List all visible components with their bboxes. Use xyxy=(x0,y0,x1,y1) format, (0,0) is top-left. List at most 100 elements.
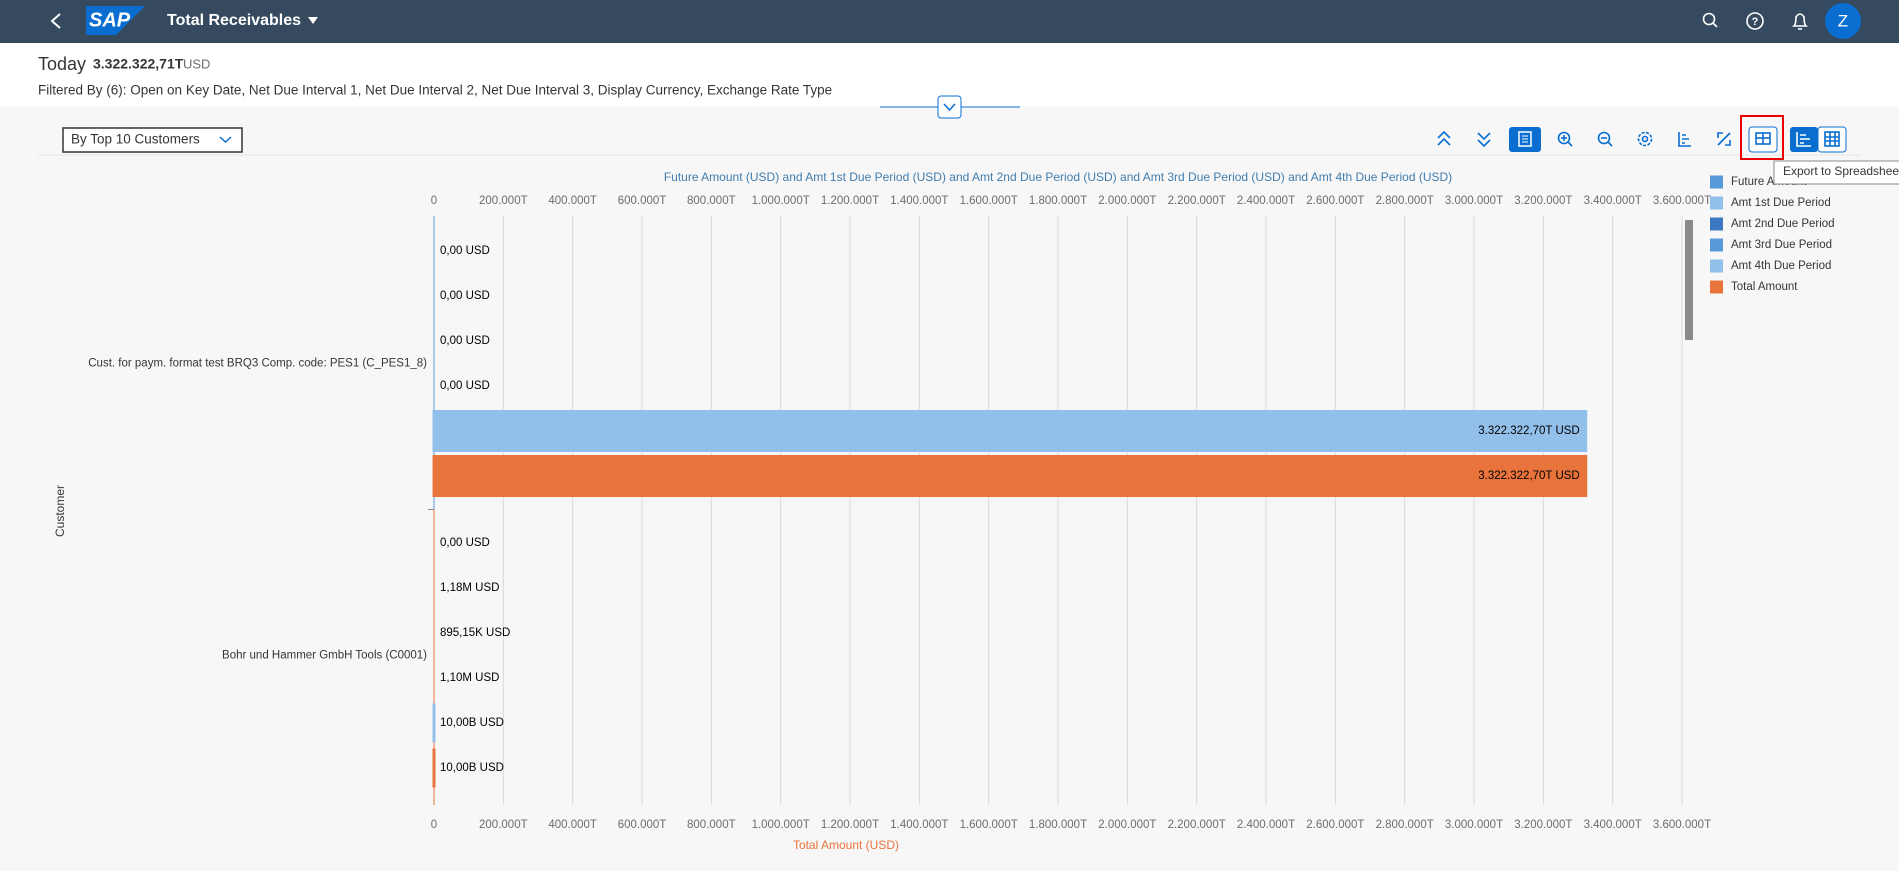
x-tick-label-top: 400.000T xyxy=(548,195,597,207)
legend-swatch xyxy=(1710,259,1723,273)
x-tick-label-bottom: 2.400.000T xyxy=(1237,819,1295,831)
details-button[interactable] xyxy=(1509,127,1541,152)
shell-bar xyxy=(0,0,1899,43)
data-label: 0,00 USD xyxy=(440,290,490,302)
x-tick-label-top: 1.000.000T xyxy=(752,195,810,207)
x-tick-label-bottom: 3.400.000T xyxy=(1584,819,1642,831)
x-tick-label-bottom: 2.200.000T xyxy=(1168,819,1226,831)
data-label: 10,00B USD xyxy=(440,762,504,774)
x-tick-label-bottom: 800.000T xyxy=(687,819,736,831)
dropdown-arrow xyxy=(219,136,232,144)
legend-label: Amt 4th Due Period xyxy=(1731,260,1831,272)
sap-logo: SAP xyxy=(86,6,145,35)
x-tick-label-bottom: 0 xyxy=(431,819,437,831)
data-label: 895,15K USD xyxy=(440,627,510,639)
y-axis-title: Customer xyxy=(53,485,67,537)
x-tick-label-top: 2.000.000T xyxy=(1098,195,1156,207)
x-tick-label-bottom: 1.800.000T xyxy=(1029,819,1087,831)
app-title[interactable]: Total Receivables xyxy=(167,12,301,29)
legend-label: Amt 3rd Due Period xyxy=(1731,239,1832,251)
x-tick-label-top: 2.400.000T xyxy=(1237,195,1295,207)
bar xyxy=(432,455,1588,497)
x-tick-label-bottom: 3.200.000T xyxy=(1514,819,1572,831)
x-tick-label-top: 3.000.000T xyxy=(1445,195,1503,207)
x-tick-label-bottom: 1.400.000T xyxy=(890,819,948,831)
x-tick-label-bottom: 400.000T xyxy=(548,819,597,831)
data-label: 3.322.322,70T USD xyxy=(1478,425,1579,437)
x-tick-label-bottom: 2.800.000T xyxy=(1376,819,1434,831)
data-label: 10,00B USD xyxy=(440,717,504,729)
avatar-initial: Z xyxy=(1838,11,1848,30)
x-tick-label-top: 3.600.000T xyxy=(1653,195,1711,207)
x-tick-label-bottom: 600.000T xyxy=(618,819,667,831)
kpi-label: Today xyxy=(38,54,86,74)
x-tick-label-bottom: 3.600.000T xyxy=(1653,819,1711,831)
chart-view-button[interactable] xyxy=(1790,127,1818,152)
data-label: 0,00 USD xyxy=(440,537,490,549)
x-tick-label-top: 1.800.000T xyxy=(1029,195,1087,207)
chart-title: Future Amount (USD) and Amt 1st Due Peri… xyxy=(664,170,1452,184)
tooltip-box xyxy=(1773,160,1899,185)
y-tick-label: Cust. for paym. format test BRQ3 Comp. c… xyxy=(88,358,427,370)
data-label: 0,00 USD xyxy=(440,335,490,347)
x-tick-label-top: 800.000T xyxy=(687,195,736,207)
table-view-button[interactable] xyxy=(1817,126,1847,153)
zoom-in-button[interactable] xyxy=(1557,131,1573,147)
plot-area: 0 0 200.000T 200.000T 400.000T 400.000T 600.00… xyxy=(88,195,1711,831)
x-tick-label-bottom: 1.000.000T xyxy=(752,819,810,831)
x-tick-label-bottom: 1.200.000T xyxy=(821,819,879,831)
x-tick-label-top: 1.400.000T xyxy=(890,195,948,207)
expand-all-button[interactable] xyxy=(1437,130,1451,146)
data-label: 0,00 USD xyxy=(440,245,490,257)
filter-summary: Filtered By (6): Open on Key Date, Net D… xyxy=(38,83,832,98)
sort-button[interactable] xyxy=(1678,132,1691,147)
bar xyxy=(432,410,1588,452)
avatar[interactable] xyxy=(1825,3,1861,39)
x-tick-label-top: 3.200.000T xyxy=(1514,195,1572,207)
collapse-button[interactable] xyxy=(937,95,962,119)
highlight-box xyxy=(1740,115,1784,160)
data-label: 1,10M USD xyxy=(440,672,499,684)
fullscreen-button[interactable] xyxy=(1717,132,1731,146)
x-tick-label-top: 0 xyxy=(431,195,437,207)
tooltip: Export to Spreadsheet xyxy=(1773,160,1899,185)
export-button[interactable] xyxy=(1748,126,1778,153)
x-tick-label-top: 1.600.000T xyxy=(960,195,1018,207)
x-tick-label-bottom: 1.600.000T xyxy=(960,819,1018,831)
back-button[interactable] xyxy=(50,13,61,29)
x-tick-label-top: 2.200.000T xyxy=(1168,195,1226,207)
x-tick-label-top: 2.800.000T xyxy=(1376,195,1434,207)
view-dropdown[interactable] xyxy=(62,127,243,153)
legend-swatch xyxy=(1710,196,1723,210)
legend-swatch xyxy=(1710,175,1723,189)
x-tick-label-top: 3.400.000T xyxy=(1584,195,1642,207)
zoom-out-button[interactable] xyxy=(1597,131,1613,147)
view-dropdown-text: By Top 10 Customers xyxy=(71,132,200,147)
x-tick-label-bottom: 2.000.000T xyxy=(1098,819,1156,831)
legend-label: Amt 2nd Due Period xyxy=(1731,218,1835,230)
data-label: 1,18M USD xyxy=(440,582,499,594)
svg-text:SAP: SAP xyxy=(89,9,131,31)
kpi-value: 3.322.322,71T xyxy=(93,56,184,72)
x-tick-label-bottom: 2.600.000T xyxy=(1306,819,1364,831)
x-tick-label-bottom: 3.000.000T xyxy=(1445,819,1503,831)
legend-label: Total Amount xyxy=(1731,281,1798,293)
kpi-unit: USD xyxy=(183,56,210,71)
notification-icon[interactable] xyxy=(1792,13,1808,30)
settings-button[interactable] xyxy=(1637,131,1653,147)
x-tick-label-top: 600.000T xyxy=(618,195,667,207)
x-tick-label-bottom: 200.000T xyxy=(479,819,528,831)
collapse-all-button[interactable] xyxy=(1477,132,1491,148)
search-icon[interactable] xyxy=(1702,12,1718,28)
x-tick-label-top: 2.600.000T xyxy=(1306,195,1364,207)
scrollbar[interactable] xyxy=(1685,220,1693,340)
legend-swatch xyxy=(1710,280,1723,294)
title-menu[interactable] xyxy=(308,17,318,24)
x-tick-label-top: 1.200.000T xyxy=(821,195,879,207)
svg-text:?: ? xyxy=(1752,16,1759,28)
collapse-icon xyxy=(943,103,956,112)
x-axis-title: Total Amount (USD) xyxy=(793,838,899,852)
help-icon[interactable]: ? xyxy=(1746,12,1764,30)
x-tick-label-top: 200.000T xyxy=(479,195,528,207)
